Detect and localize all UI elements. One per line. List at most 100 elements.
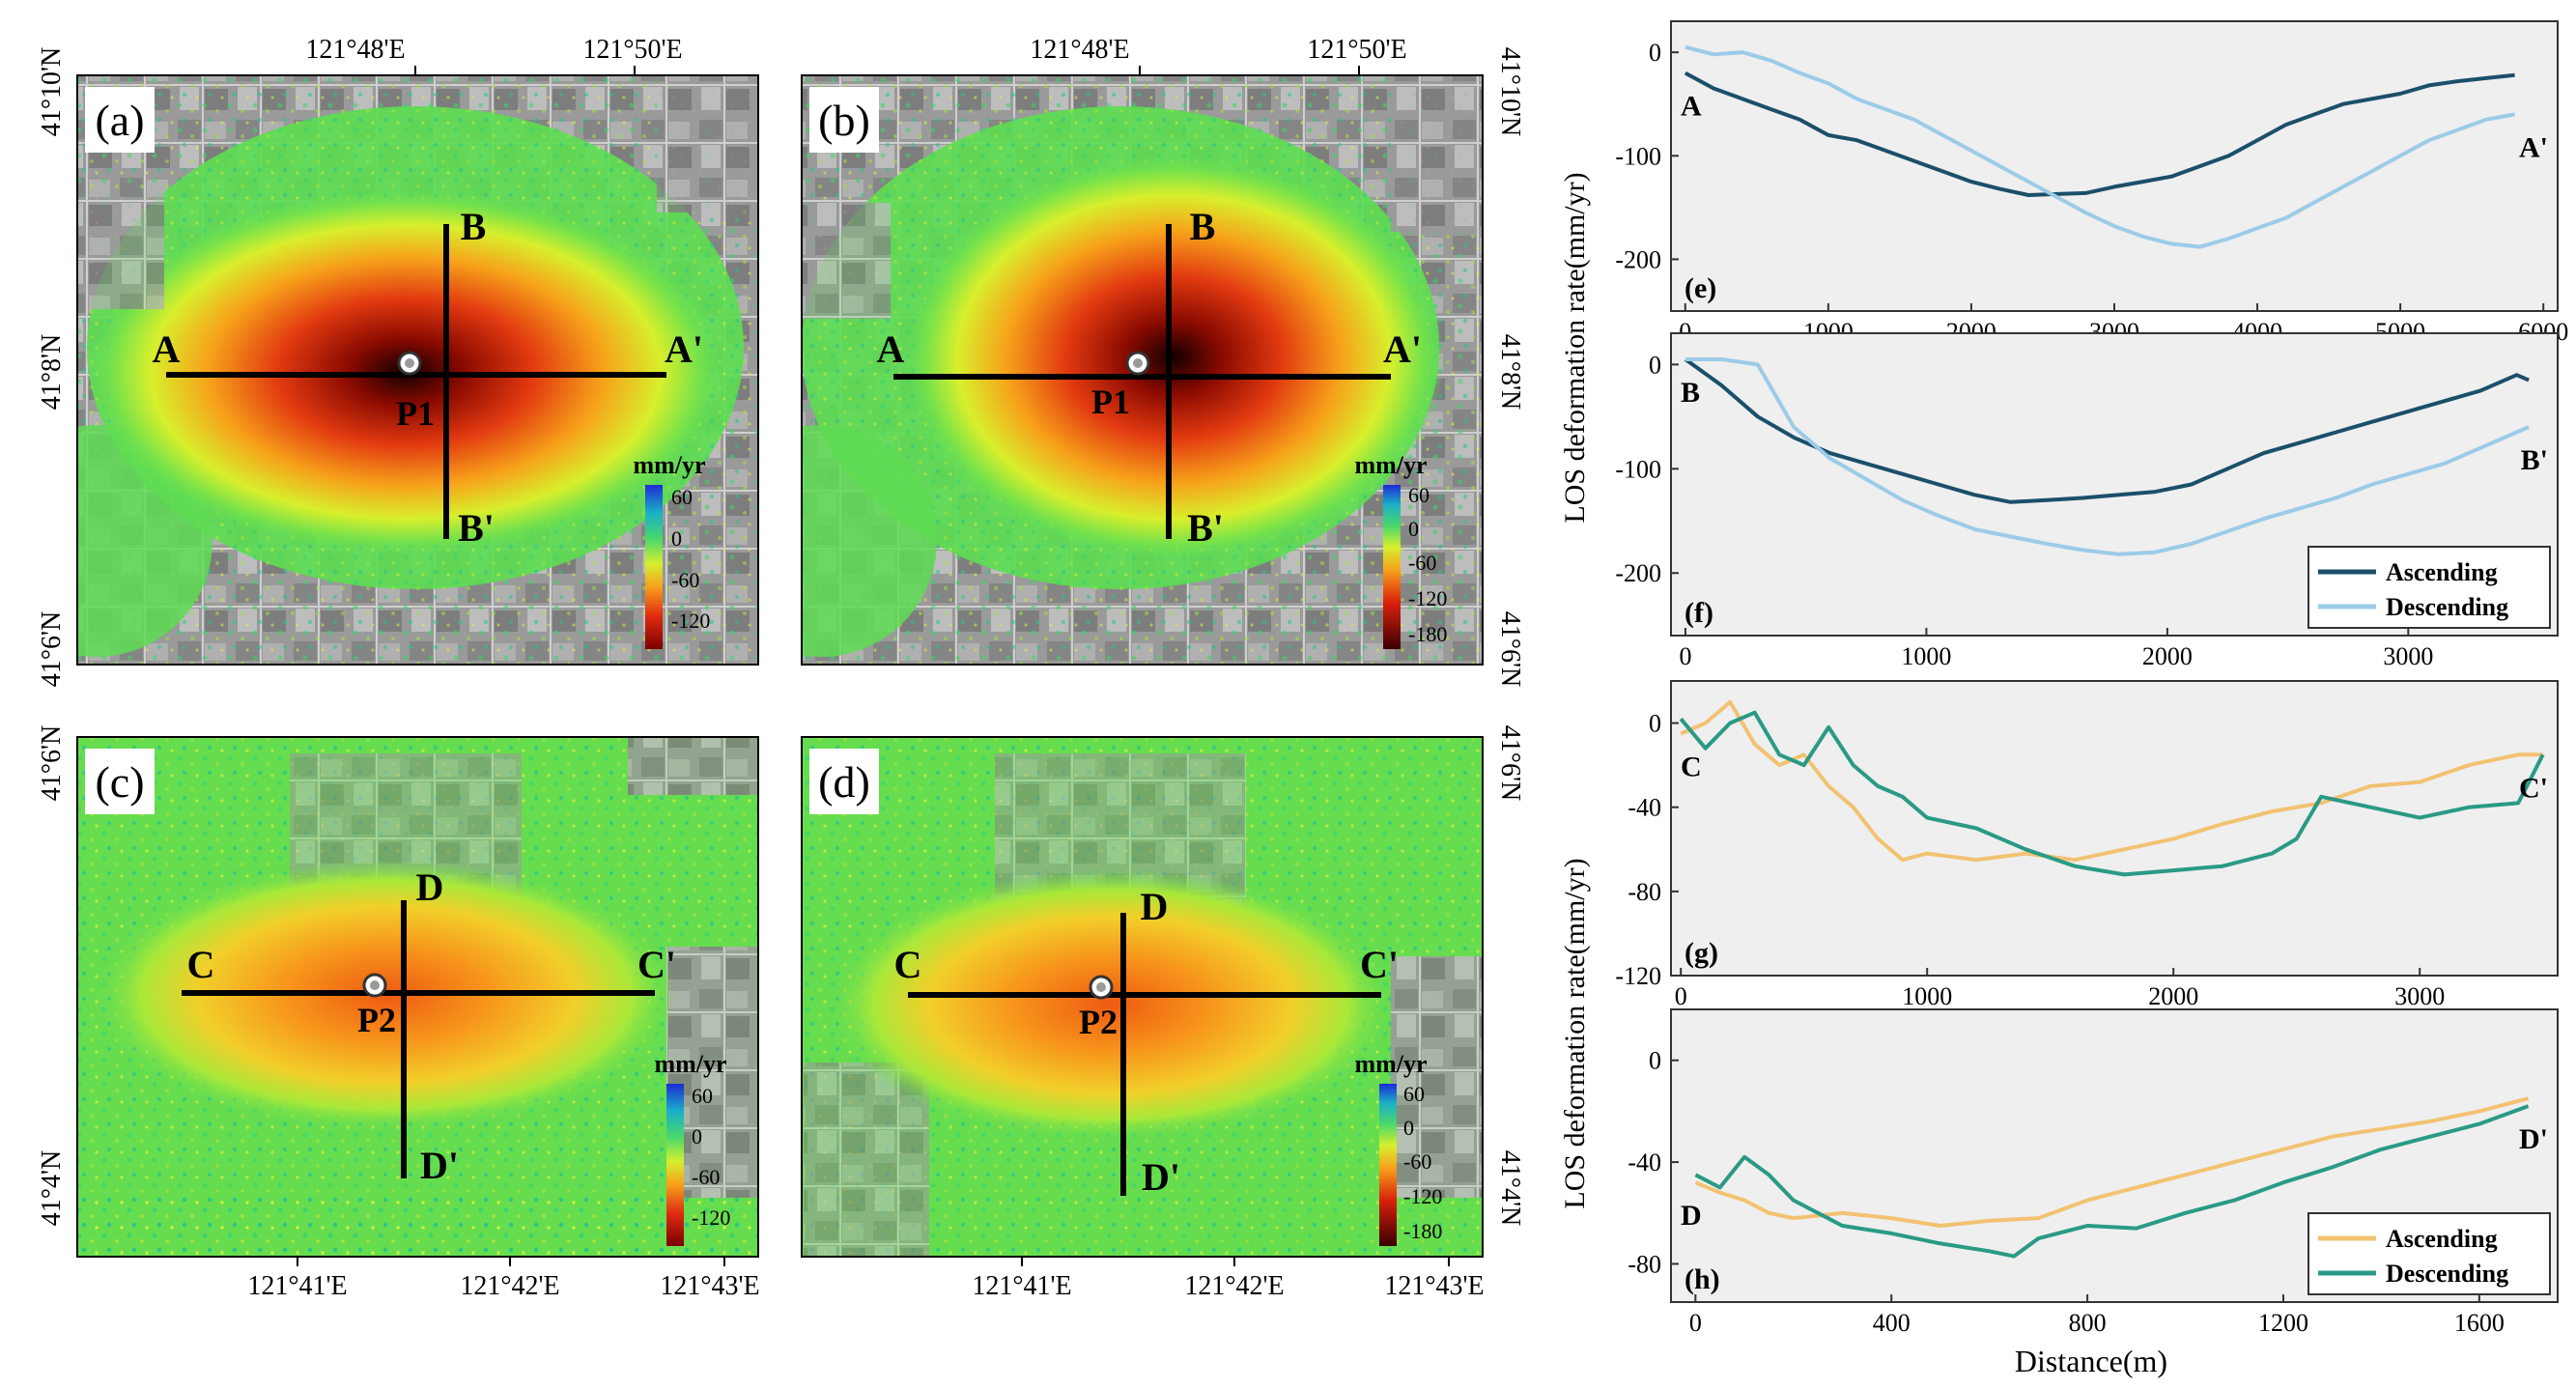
map-d-colorbar-tick-5: -180	[1403, 1219, 1442, 1243]
chart-f-series-ascending	[1684, 357, 2530, 504]
chart-g-ytick-label-2: -80	[1628, 878, 1661, 906]
chart-f-series-descending	[1685, 357, 2530, 556]
map-panel-b: (b) A A' B B' P1 121°48'E 121°50'E 41°10…	[801, 35, 1525, 687]
map-c-colorbar-tick-3: -60	[692, 1165, 720, 1189]
map-d-lon-tick-2: 121°42'E	[1184, 1271, 1284, 1301]
map-a-label-start-v: B	[461, 205, 487, 248]
chart-f-xtick-label-0: 0	[1679, 642, 1691, 670]
map-a-colorbar-tick-4: -120	[671, 609, 710, 633]
chart-e-ytick-label-2: -200	[1615, 245, 1661, 273]
chart-h-legend-label-0: Ascending	[2386, 1225, 2498, 1253]
chart-g-ytick-label-1: -40	[1628, 794, 1661, 822]
chart-g-start-label: C	[1681, 751, 1702, 782]
map-d-colorbar-tick-2: 0	[1403, 1116, 1414, 1140]
chart-g-xtick-label-2: 2000	[2148, 982, 2198, 1010]
map-d-label-start-h: C	[894, 943, 922, 986]
map-b-label-end-v: B'	[1187, 506, 1224, 550]
map-b-lon-tick-1: 121°48'E	[1030, 35, 1129, 65]
chart-g-xtick-label-3: 3000	[2394, 982, 2445, 1010]
map-a-label-start-h: A	[153, 327, 181, 371]
map-d-colorbar-tick-1: 60	[1403, 1082, 1425, 1106]
chart-f-legend-box	[2307, 546, 2551, 629]
map-b-lat-tick-1: 41°10'N	[1495, 47, 1525, 136]
map-d-colorbar-tick-3: -60	[1403, 1149, 1431, 1174]
map-d-lat-tick-1: 41°6'N	[1495, 725, 1525, 801]
map-b-colorbar-unit: mm/yr	[1354, 451, 1427, 479]
map-a-colorbar: mm/yr 60 0 -60 -120	[633, 451, 710, 649]
map-a-label-end-h: A'	[665, 327, 703, 371]
map-c-lat-tick-1: 41°6'N	[37, 725, 67, 801]
chart-g-ytick-label-0: 0	[1649, 710, 1661, 738]
map-b-lat-tick-3: 41°6'N	[1495, 611, 1525, 687]
chart-f-end-label: B'	[2521, 444, 2548, 476]
map-d-label-end-v: D'	[1142, 1155, 1180, 1199]
chart-e-series-ascending	[1684, 71, 2515, 197]
map-c-label-end-h: C'	[637, 943, 676, 986]
profile-charts: 0 1000 2000 3000 4000 5000 60000-100-200(e)AA'…	[1559, 20, 2568, 1378]
map-b-colorbar-tick-5: -180	[1408, 622, 1447, 646]
chart-h-ytick-label-2: -80	[1628, 1250, 1661, 1278]
chart-f-ytick-label-1: -100	[1615, 455, 1661, 483]
map-a-colorbar-unit: mm/yr	[633, 451, 705, 479]
chart-e-plot-area	[1670, 20, 2559, 312]
chart-f-ytick-label-0: 0	[1649, 351, 1661, 379]
map-panel-d: (d) C C' D D' P2 121°41'E 121°42'E 121°4…	[801, 725, 1525, 1301]
y-axis-label-top: LOS deformation rate(mm/yr)	[1559, 172, 1591, 523]
map-c-label-start-v: D	[416, 865, 444, 909]
chart-g-ytick-label-3: -120	[1615, 962, 1661, 990]
chart-h-end-label: D'	[2519, 1123, 2548, 1155]
map-a-lon-tick-1: 121°48'E	[305, 35, 405, 65]
map-c-panel-label: (c)	[95, 757, 144, 807]
map-panel-a: (a) A A' B B' P1 121°48'E 121°50'E 41°10…	[37, 35, 759, 687]
map-b-label-start-v: B	[1190, 205, 1216, 248]
map-c-colorbar-tick-2: 0	[692, 1124, 702, 1148]
map-a-colorbar-tick-2: 0	[671, 526, 682, 551]
map-a-label-end-v: B'	[458, 506, 495, 550]
chart-h-series-descending	[1694, 1104, 2530, 1259]
chart-h-xtick-label-1: 400	[1873, 1309, 1911, 1337]
map-a-lat-tick-3: 41°6'N	[37, 611, 67, 687]
map-a-colorbar-tick-1: 60	[671, 485, 693, 509]
chart-f-ytick-label-2: -200	[1615, 559, 1661, 587]
map-d-panel-label: (d)	[818, 757, 870, 807]
chart-h-ytick-label-1: -40	[1628, 1148, 1661, 1176]
map-b-colorbar: mm/yr 60 0 -60 -120 -180	[1354, 451, 1447, 649]
map-d-colorbar-unit: mm/yr	[1354, 1050, 1427, 1078]
map-d-label-start-v: D	[1141, 885, 1169, 928]
chart-h-panel-label: (h)	[1684, 1263, 1720, 1295]
map-c-colorbar-tick-4: -120	[692, 1205, 730, 1230]
chart-f-legend-label-1: Descending	[2386, 593, 2508, 621]
map-b-lat-tick-2: 41°8'N	[1495, 334, 1525, 410]
map-c-label-end-v: D'	[420, 1144, 459, 1187]
map-a-lat-tick-1: 41°10'N	[37, 47, 67, 136]
map-d-lon-tick-1: 121°41'E	[972, 1271, 1071, 1301]
map-c-image	[77, 737, 758, 1257]
chart-h-xtick-label-4: 1600	[2454, 1309, 2505, 1337]
chart-f-panel-label: (f)	[1684, 597, 1713, 629]
map-b-colorbar-tick-3: -60	[1408, 551, 1436, 575]
profile-chart-f: 0 1000 2000 3000 0 -100 -200 (f) B B' Ascending Des…	[1615, 332, 2559, 670]
chart-h-start-label: D	[1681, 1200, 1702, 1232]
map-a-label-point: P1	[396, 394, 435, 433]
chart-e-panel-label: (e)	[1684, 272, 1716, 304]
chart-g-series-descending	[1679, 710, 2545, 877]
chart-g-xtick-label-1: 1000	[1902, 982, 1952, 1010]
chart-h-series-ascending	[1694, 1096, 2530, 1228]
chart-g-panel-label: (g)	[1684, 937, 1718, 969]
map-b-label-end-h: A'	[1383, 327, 1422, 371]
chart-e-start-label: A	[1681, 91, 1702, 123]
map-c-colorbar-tick-1: 60	[692, 1084, 713, 1108]
map-b-colorbar-tick-2: 0	[1408, 517, 1419, 541]
map-a-panel-label: (a)	[95, 96, 144, 145]
map-d-lon-tick-3: 121°43'E	[1384, 1271, 1484, 1301]
map-a-image	[77, 75, 758, 665]
map-b-colorbar-tick-1: 60	[1408, 483, 1430, 507]
map-c-label-start-h: C	[187, 943, 215, 986]
map-panel-c: (c) C C' D D' P2 121°41'E 121°42'E 121°4…	[37, 725, 760, 1301]
chart-h-legend-label-1: Descending	[2386, 1260, 2508, 1288]
chart-g-series-ascending	[1680, 699, 2543, 863]
chart-h-xtick-label-2: 800	[2069, 1309, 2107, 1337]
chart-g-end-label: C'	[2519, 772, 2548, 804]
map-b-label-start-h: A	[877, 327, 905, 371]
